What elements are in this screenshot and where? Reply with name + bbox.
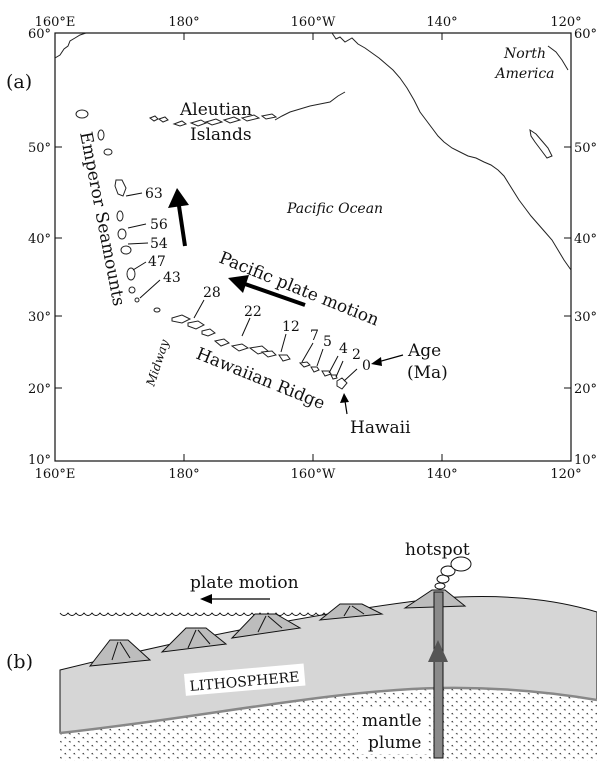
plate-motion-section-label: plate motion xyxy=(190,573,299,593)
plate-motion-arrow-emperor xyxy=(168,188,189,247)
aleutian-label-line1: Aleutian xyxy=(179,100,252,120)
tick-left-1: 50° xyxy=(28,141,51,156)
lithosphere-label-box: LITHOSPHERE xyxy=(184,663,306,696)
mantle-plume-label-line1: mantle xyxy=(362,711,422,731)
right-tick-labels: 60° 50° 40° 30° 20° 10° xyxy=(574,27,597,468)
mantle-plume-label-line2: plume xyxy=(368,733,421,753)
age-43: 43 xyxy=(163,270,181,286)
hawaiian-ridge-islands xyxy=(171,314,348,390)
mantle-plume-conduit xyxy=(428,591,448,759)
age-7: 7 xyxy=(310,328,319,344)
tick-left-0: 60° xyxy=(28,27,51,42)
asia-coastline xyxy=(54,32,87,59)
age-63: 63 xyxy=(145,186,163,202)
cross-section-panel: (b) xyxy=(6,540,597,761)
age-pointer-lines xyxy=(125,192,358,382)
tick-top-1: 180° xyxy=(168,15,199,30)
hawaii-label: Hawaii xyxy=(350,418,411,438)
age-2: 2 xyxy=(352,347,361,363)
mantle xyxy=(60,687,597,761)
age-5: 5 xyxy=(323,334,332,350)
seamount-1 xyxy=(88,639,152,667)
tick-top-3: 140° xyxy=(426,15,457,30)
north-america-label-line1: North xyxy=(503,46,546,62)
top-tick-labels: 160°E 180° 160°W 140° 120° xyxy=(35,15,582,30)
mantle-plume-label-bg xyxy=(358,708,428,754)
tick-right-4: 20° xyxy=(574,382,597,397)
emperor-seamount-islands xyxy=(75,109,161,313)
emperor-age-labels: 63 56 54 47 43 xyxy=(145,186,181,286)
aleutian-label-line2: Islands xyxy=(190,125,252,145)
map-frame xyxy=(54,32,572,462)
left-tick-labels: 60° 50° 40° 30° 20° 10° xyxy=(28,27,51,468)
tick-top-2: 160°W xyxy=(291,15,336,30)
north-america-coastline xyxy=(331,32,572,271)
seamount-3 xyxy=(230,613,302,639)
hawaii-arrow xyxy=(340,393,349,415)
age-47: 47 xyxy=(148,254,166,270)
panel-b-label: (b) xyxy=(6,651,33,673)
hawaiian-age-labels: 28 22 12 7 5 4 2 0 xyxy=(203,285,371,374)
tick-top-4: 120° xyxy=(550,15,581,30)
tick-left-4: 20° xyxy=(28,382,51,397)
tick-left-5: 10° xyxy=(28,453,51,468)
plate-motion-arrow-pacific xyxy=(228,275,306,307)
age-12: 12 xyxy=(282,319,300,335)
age-56: 56 xyxy=(150,217,168,233)
map-panel: 160°E 180° 160°W 140° 120° 160°E 180° 16… xyxy=(6,15,597,482)
tick-bottom-1: 180° xyxy=(168,467,199,482)
age-arrow xyxy=(371,354,404,366)
age-0: 0 xyxy=(362,358,371,374)
alaska-peninsula xyxy=(274,91,346,121)
seamount-4 xyxy=(318,603,384,621)
age-label-line2: (Ma) xyxy=(407,363,448,383)
age-28: 28 xyxy=(203,285,221,301)
plate-motion-arrow-section xyxy=(200,594,270,604)
tick-left-3: 30° xyxy=(28,310,51,325)
tick-right-1: 50° xyxy=(574,141,597,156)
tick-right-2: 40° xyxy=(574,232,597,247)
vancouver-island xyxy=(529,128,553,159)
age-54: 54 xyxy=(150,236,168,252)
tick-bottom-2: 160°W xyxy=(291,467,336,482)
tick-right-5: 10° xyxy=(574,453,597,468)
hotspot-label: hotspot xyxy=(405,540,470,560)
aleutian-island-chain xyxy=(148,113,278,127)
lithosphere-base xyxy=(59,686,597,735)
tick-bottom-0: 160°E xyxy=(35,467,76,482)
seamount-inner-lines xyxy=(111,605,365,661)
age-22: 22 xyxy=(244,304,262,320)
tick-bottom-3: 140° xyxy=(426,467,457,482)
tick-top-0: 160°E xyxy=(35,15,76,30)
map-ticks xyxy=(54,33,572,461)
tick-right-3: 30° xyxy=(574,310,597,325)
age-4: 4 xyxy=(339,341,348,357)
north-america-label-line2: America xyxy=(493,66,554,82)
tick-left-2: 40° xyxy=(28,232,51,247)
tick-right-0: 60° xyxy=(574,27,597,42)
panel-a-label: (a) xyxy=(6,71,32,93)
hotspot-smoke xyxy=(434,556,472,590)
seamount-2 xyxy=(160,627,228,653)
age-label-line1: Age xyxy=(407,341,441,361)
tick-bottom-4: 120° xyxy=(550,467,581,482)
baja-coast xyxy=(547,45,569,71)
bottom-tick-labels: 160°E 180° 160°W 140° 120° xyxy=(35,467,582,482)
pacific-ocean-label: Pacific Ocean xyxy=(286,201,383,217)
